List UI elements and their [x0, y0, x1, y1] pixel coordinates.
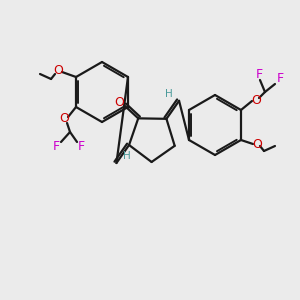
Text: F: F — [52, 140, 60, 154]
Text: H: H — [123, 151, 130, 161]
Text: F: F — [77, 140, 85, 154]
Text: O: O — [251, 94, 261, 106]
Text: O: O — [59, 112, 69, 125]
Text: H: H — [165, 89, 173, 99]
Text: O: O — [53, 64, 63, 77]
Text: F: F — [276, 73, 284, 85]
Text: F: F — [255, 68, 262, 80]
Text: O: O — [114, 96, 124, 109]
Text: O: O — [252, 137, 262, 151]
